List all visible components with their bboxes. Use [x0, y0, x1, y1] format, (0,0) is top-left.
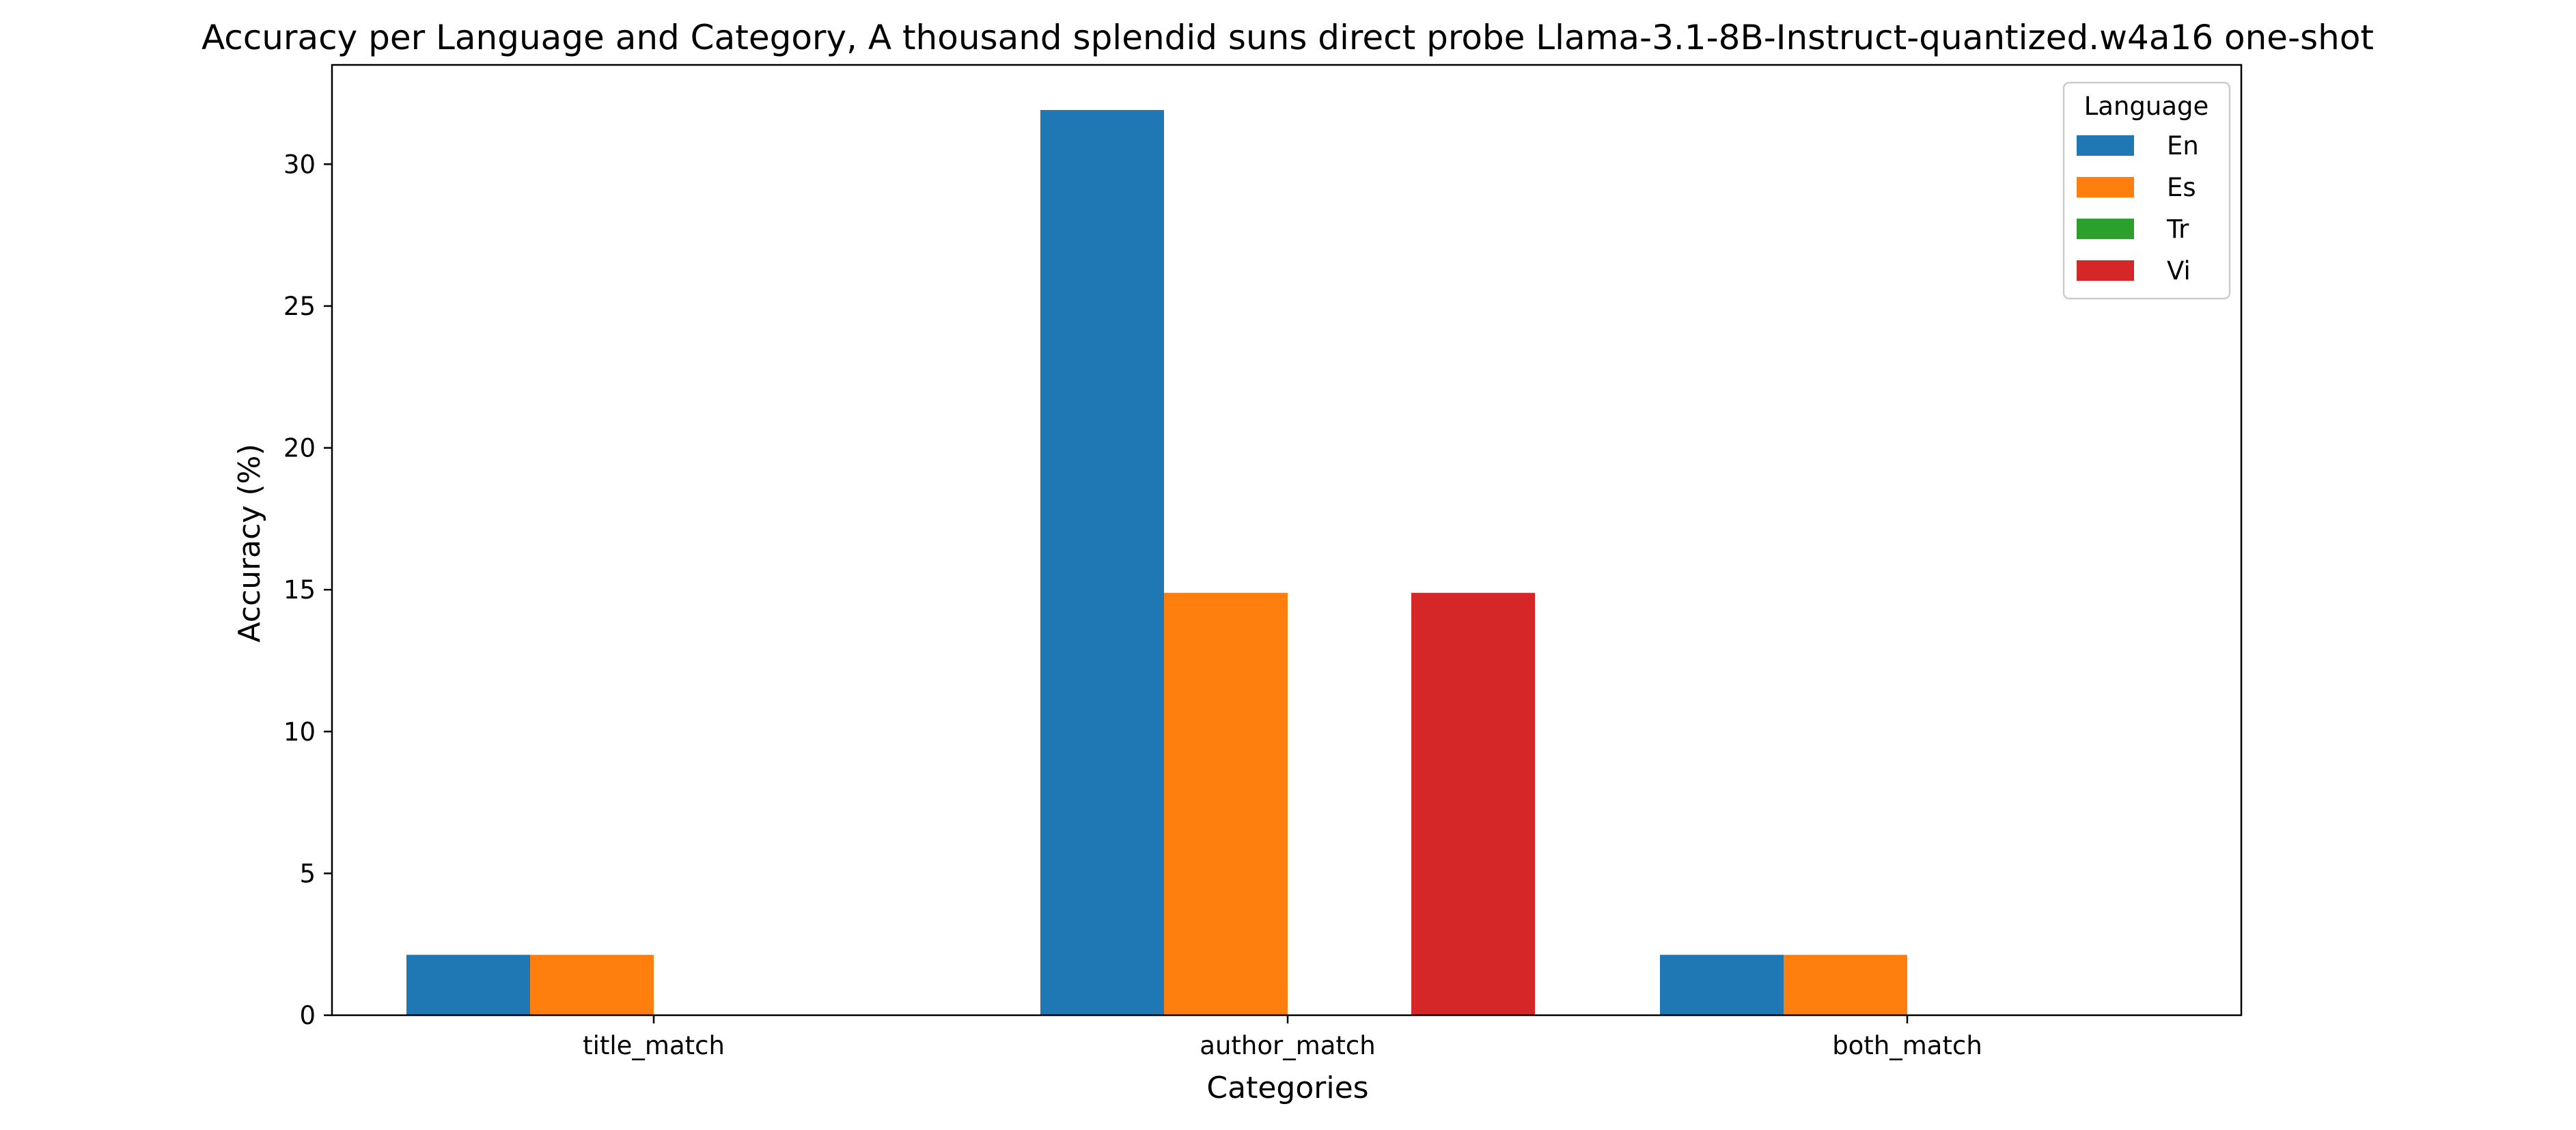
legend-title: Language — [2084, 92, 2209, 121]
chart-title: Accuracy per Language and Category, A th… — [202, 18, 2374, 57]
y-tick-label: 5 — [299, 859, 316, 888]
y-axis-label: Accuracy (%) — [232, 443, 267, 642]
y-tick-label: 25 — [283, 292, 316, 321]
x-axis-ticks: title_match author_match both_match — [583, 1015, 1982, 1060]
bar-en-both_match — [1660, 954, 1784, 1015]
bar-es-title_match — [530, 954, 654, 1015]
plot-frame — [331, 64, 2243, 1017]
legend: Language En Es Tr Vi — [2062, 81, 2231, 300]
y-tick-label: 0 — [299, 1001, 316, 1030]
bar-vi-author_match — [1411, 592, 1535, 1015]
legend-label-vi: Vi — [2167, 256, 2191, 286]
x-tick-label-author_match: author_match — [1200, 1031, 1375, 1060]
y-tick-label: 15 — [283, 575, 316, 605]
legend-swatch-es — [2077, 177, 2134, 197]
legend-label-en: En — [2167, 131, 2199, 161]
bars-group — [406, 110, 1907, 1015]
x-axis-label: Categories — [1206, 1071, 1368, 1105]
x-tick-label-both_match: both_match — [1832, 1031, 1982, 1060]
legend-label-tr: Tr — [2166, 215, 2189, 244]
legend-swatch-en — [2077, 135, 2134, 156]
y-tick-label: 20 — [283, 434, 316, 463]
bar-en-title_match — [406, 954, 530, 1015]
y-axis-ticks: 0 5 10 15 20 25 30 — [283, 150, 332, 1030]
y-tick-label: 10 — [283, 717, 316, 747]
y-tick-label: 30 — [283, 150, 316, 179]
legend-swatch-tr — [2077, 219, 2134, 239]
legend-swatch-vi — [2077, 260, 2134, 281]
legend-entries: En Es Tr Vi — [2077, 131, 2199, 286]
legend-label-es: Es — [2167, 173, 2196, 202]
bar-es-author_match — [1164, 592, 1288, 1015]
bar-es-both_match — [1784, 954, 1907, 1015]
bar-en-author_match — [1040, 110, 1164, 1015]
x-tick-label-title_match: title_match — [583, 1031, 725, 1060]
